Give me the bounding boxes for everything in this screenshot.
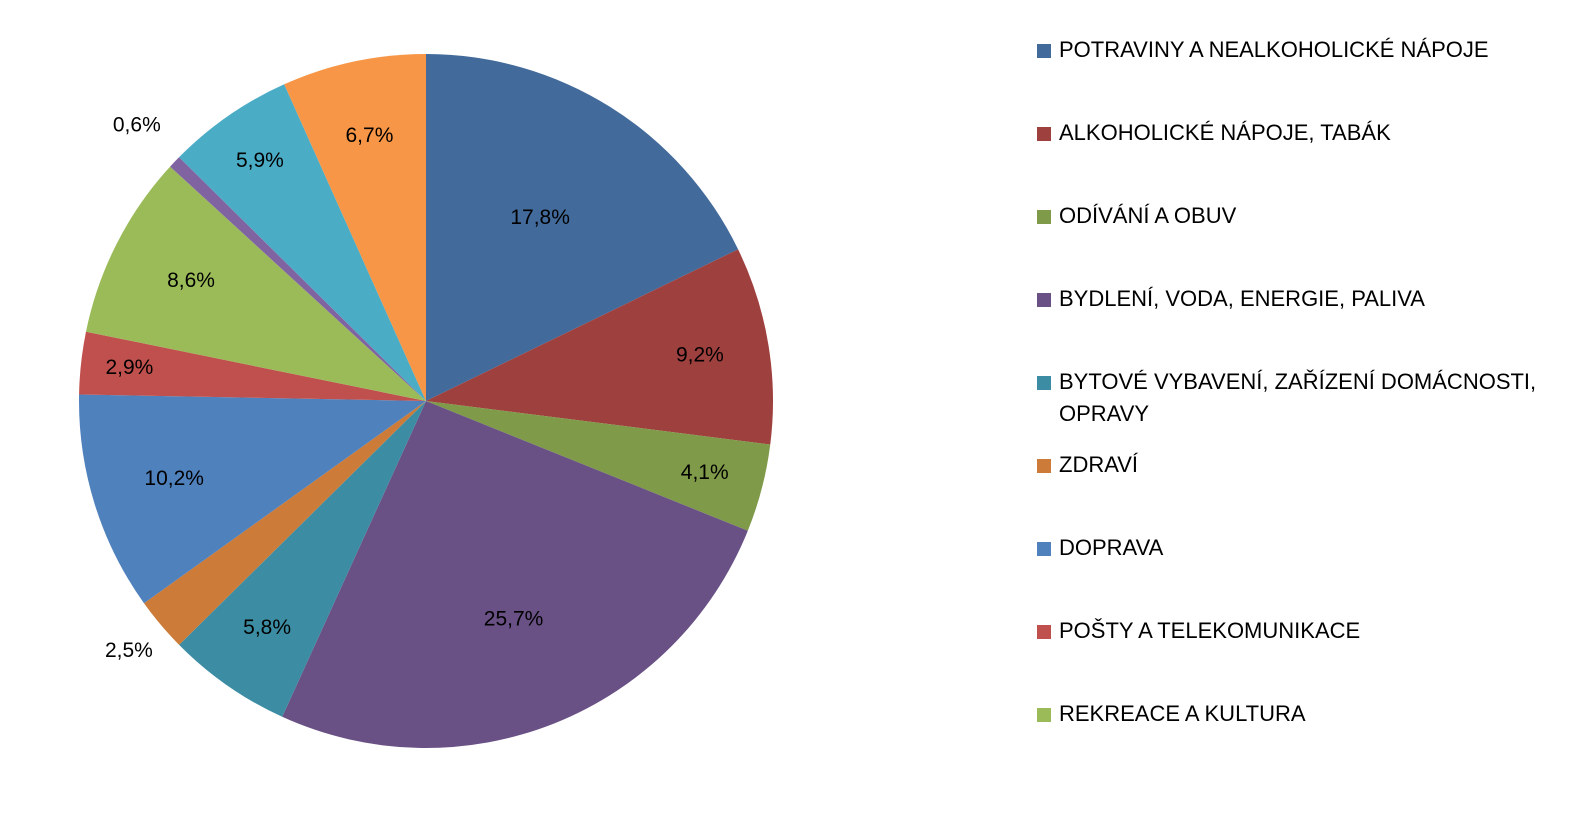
legend-item: DOPRAVA bbox=[1037, 532, 1577, 564]
pie-slice-2 bbox=[426, 249, 773, 445]
legend-label: DOPRAVA bbox=[1059, 535, 1164, 560]
pie-slice-11 bbox=[179, 84, 426, 401]
legend-label: ZDRAVÍ bbox=[1059, 452, 1139, 477]
legend-swatch bbox=[1037, 127, 1051, 141]
legend-label: BYTOVÉ VYBAVENÍ, ZAŘÍZENÍ DOMÁCNOSTI, OP… bbox=[1059, 369, 1537, 426]
legend-label: ODÍVÁNÍ A OBUV bbox=[1059, 203, 1237, 228]
legend-swatch bbox=[1037, 542, 1051, 556]
pie-slice-7 bbox=[79, 394, 426, 604]
slice-data-label-5: 5,8% bbox=[243, 616, 291, 639]
slice-data-label-2: 9,2% bbox=[676, 343, 724, 366]
slice-data-label-9: 8,6% bbox=[167, 269, 215, 292]
legend-item: ZDRAVÍ bbox=[1037, 449, 1577, 481]
slice-data-label-12: 6,7% bbox=[346, 124, 394, 147]
legend-label: ALKOHOLICKÉ NÁPOJE, TABÁK bbox=[1059, 120, 1391, 145]
legend-swatch bbox=[1037, 459, 1051, 473]
legend-item: BYTOVÉ VYBAVENÍ, ZAŘÍZENÍ DOMÁCNOSTI, OP… bbox=[1037, 366, 1577, 430]
legend-item: POTRAVINY A NEALKOHOLICKÉ NÁPOJE bbox=[1037, 34, 1577, 66]
slice-data-label-7: 10,2% bbox=[144, 467, 204, 490]
slice-data-label-8: 2,9% bbox=[105, 356, 153, 379]
pie-slice-6 bbox=[143, 401, 427, 645]
slice-data-label-3: 4,1% bbox=[681, 461, 729, 484]
pie-plot-area: 17,8% 9,2% 4,1% 25,7% 5,8% 2,5% 10,2% 2,9% 8,6% 0… bbox=[79, 54, 773, 748]
pie-slice-8 bbox=[79, 331, 426, 401]
legend-item: BYDLENÍ, VODA, ENERGIE, PALIVA bbox=[1037, 283, 1577, 315]
legend-label: BYDLENÍ, VODA, ENERGIE, PALIVA bbox=[1059, 286, 1425, 311]
slice-data-label-6: 2,5% bbox=[105, 639, 153, 662]
legend-item: POŠTY A TELEKOMUNIKACE bbox=[1037, 615, 1577, 647]
pie-slice-1 bbox=[426, 54, 739, 401]
pie-slice-10 bbox=[170, 157, 426, 401]
legend-swatch bbox=[1037, 44, 1051, 58]
pie-slice-9 bbox=[85, 166, 426, 401]
slice-data-label-4: 25,7% bbox=[484, 608, 544, 631]
legend-swatch bbox=[1037, 293, 1051, 307]
slice-data-label-10: 0,6% bbox=[113, 114, 161, 137]
pie-slice-5 bbox=[179, 401, 426, 717]
legend-item: REKREACE A KULTURA bbox=[1037, 698, 1577, 730]
legend-label: POTRAVINY A NEALKOHOLICKÉ NÁPOJE bbox=[1059, 37, 1489, 62]
legend-swatch bbox=[1037, 625, 1051, 639]
legend-swatch bbox=[1037, 708, 1051, 722]
legend-item: ODÍVÁNÍ A OBUV bbox=[1037, 200, 1577, 232]
legend-swatch bbox=[1037, 376, 1051, 390]
pie-slice-4 bbox=[282, 401, 748, 748]
slice-data-label-11: 5,9% bbox=[236, 149, 284, 172]
legend-swatch bbox=[1037, 210, 1051, 224]
legend-label: REKREACE A KULTURA bbox=[1059, 701, 1306, 726]
legend-label: POŠTY A TELEKOMUNIKACE bbox=[1059, 618, 1361, 643]
slice-data-label-1: 17,8% bbox=[510, 206, 570, 229]
pie-slice-12 bbox=[284, 54, 426, 401]
legend-item: ALKOHOLICKÉ NÁPOJE, TABÁK bbox=[1037, 117, 1577, 149]
pie-slice-3 bbox=[426, 401, 771, 531]
